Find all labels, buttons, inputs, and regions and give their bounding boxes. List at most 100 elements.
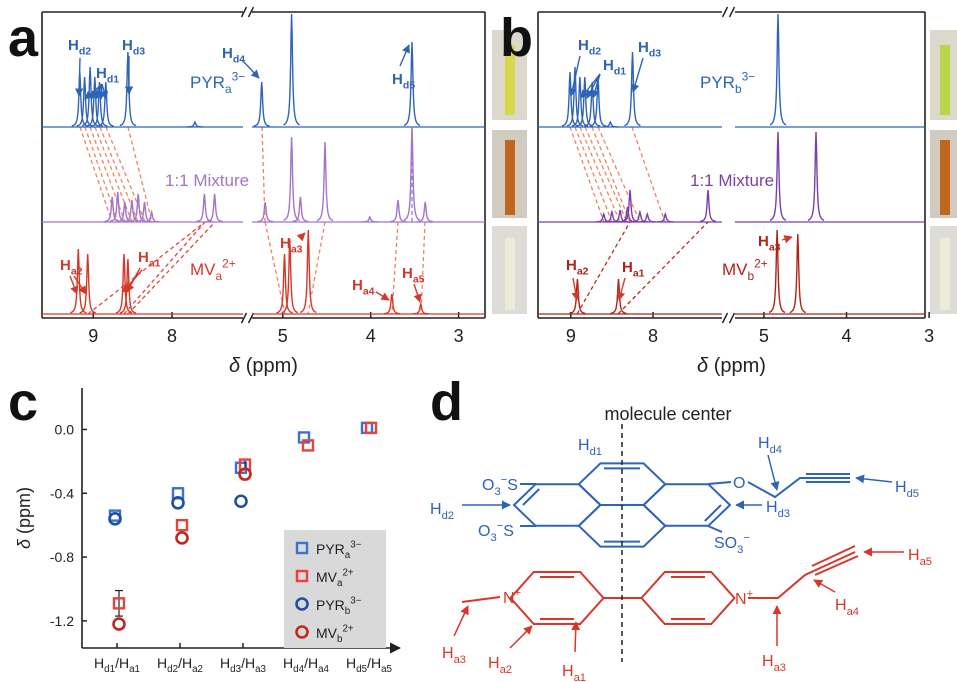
x-tick-label: Hd5/Ha5: [346, 655, 392, 675]
text-part: S: [503, 523, 514, 540]
trace-label: 1:1 Mixture: [690, 171, 774, 190]
peak-label: Ha2: [60, 257, 83, 278]
arrow: [99, 83, 109, 100]
connector: [574, 126, 613, 223]
trace-label: MVb2+: [722, 256, 768, 283]
molecule-label: SO3−: [714, 532, 750, 556]
legend-marker: [295, 541, 309, 555]
viologen-rings: [453, 545, 904, 653]
nmr-peak: [603, 209, 620, 223]
text-part: d3: [230, 664, 241, 675]
x-tick-label: 8: [648, 326, 658, 346]
peak-label: Ha3: [280, 235, 303, 256]
arrow: [75, 57, 84, 97]
point: [238, 467, 252, 481]
nmr-peak: [412, 301, 429, 315]
text-part: (ppm): [240, 355, 298, 377]
legend-marker: [295, 569, 309, 583]
text-part: H: [442, 645, 454, 662]
text-part: 2+: [342, 568, 353, 579]
text-part: H: [60, 257, 71, 274]
nmr-peak: [196, 193, 213, 223]
text-part: H: [402, 265, 413, 282]
text-part: d3: [649, 48, 661, 60]
text-part: PYR: [190, 73, 225, 92]
connector: [264, 221, 286, 315]
text-part: d1: [104, 664, 115, 675]
text-part: H: [758, 435, 770, 452]
text-part: MV: [316, 625, 338, 641]
connector: [84, 126, 119, 223]
text-part: 3: [737, 544, 743, 556]
axis-break: [728, 312, 736, 324]
point: [301, 439, 315, 452]
peak-label: Ha2: [566, 257, 589, 278]
axis-break: [240, 6, 248, 18]
text-part: H: [122, 37, 133, 54]
nmr-peak: [361, 215, 378, 223]
x-tick-label: 5: [278, 326, 288, 346]
text-part: b: [748, 269, 755, 283]
text-part: a5: [920, 556, 932, 568]
text-part: a2: [192, 664, 203, 675]
point: [175, 518, 189, 532]
text-part: a: [345, 550, 351, 561]
arrow: [568, 55, 581, 97]
nmr-peak: [91, 81, 108, 127]
nmr-peak: [276, 253, 293, 314]
text-part: a4: [363, 286, 375, 298]
text-part: d2: [79, 46, 91, 58]
molecule-label: Hd3: [766, 499, 790, 520]
arrow: [122, 269, 143, 293]
connector: [617, 221, 709, 315]
molecule-label: Hd2: [430, 501, 454, 522]
y-axis-label: δ (ppm): [14, 487, 34, 549]
text-part: H: [908, 547, 920, 564]
axis-break: [247, 6, 255, 18]
nmr-peak: [403, 126, 421, 221]
text-part: 3: [490, 532, 496, 544]
vial-photos-b: [930, 30, 957, 314]
text-part: O: [733, 475, 745, 492]
nmr-peak: [206, 193, 223, 223]
nmr-peak: [602, 120, 619, 128]
text-part: H: [603, 57, 614, 74]
arrow: [586, 73, 601, 99]
connector: [420, 221, 426, 315]
text-part: H: [578, 437, 590, 454]
molecule-label: O: [733, 475, 745, 492]
text-part: d1: [107, 74, 119, 86]
text-part: MV: [190, 260, 216, 279]
text-part: 3: [494, 486, 500, 498]
text-part: H: [638, 39, 649, 56]
x-tick-label: 3: [454, 326, 464, 346]
text-part: H: [157, 655, 167, 671]
text-part: /H: [115, 655, 129, 671]
text-part: (ppm): [708, 355, 766, 377]
x-tick-label: 4: [842, 326, 852, 346]
text-part: H: [430, 501, 442, 518]
trace-label: MVa2+: [190, 256, 236, 283]
nmr-peak: [115, 253, 133, 314]
molecule-label: Ha1: [562, 663, 586, 682]
text-part: δ: [697, 355, 709, 377]
text-part: PYR: [316, 541, 345, 557]
text-part: H: [346, 655, 356, 671]
text-part: 3−: [742, 69, 756, 83]
panel-letter: c: [8, 372, 38, 432]
nmr-peak: [119, 51, 137, 127]
text-part: −: [743, 532, 750, 544]
arrow: [97, 83, 106, 100]
legend-marker: [295, 625, 309, 639]
molecule-label: N+: [503, 587, 521, 607]
peak-label: Hd4: [222, 45, 245, 66]
text-part: a: [225, 82, 232, 96]
arrow: [580, 73, 601, 99]
nmr-peak: [576, 76, 594, 127]
connector: [127, 221, 216, 315]
point: [171, 496, 185, 510]
nmr-peak: [569, 278, 586, 315]
panel-letter: b: [500, 8, 533, 68]
text-part: 3−: [350, 596, 361, 607]
